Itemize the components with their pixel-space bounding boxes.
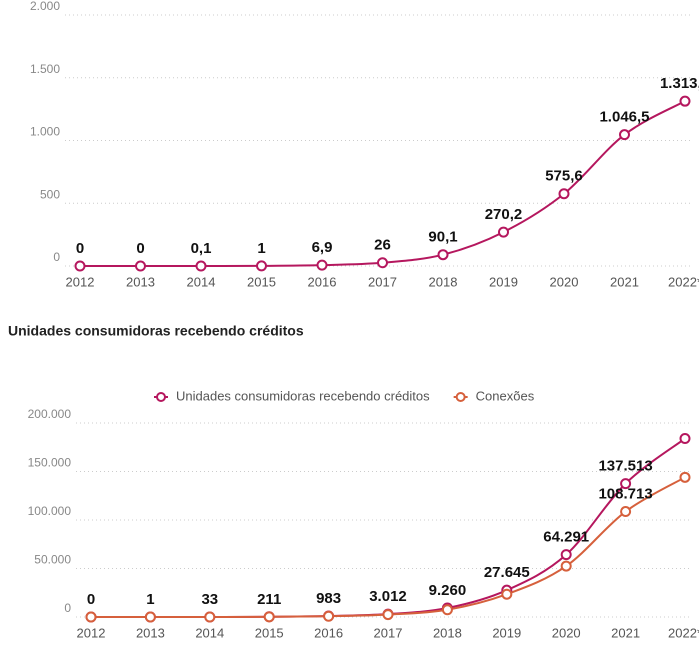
point bbox=[382, 609, 394, 621]
series-line bbox=[90, 476, 686, 619]
x-tick-label: 2018 bbox=[433, 625, 462, 640]
x-tick-label: 2019 bbox=[489, 274, 518, 289]
value-label: 1 bbox=[257, 240, 265, 257]
point bbox=[619, 129, 630, 141]
x-tick-label: 2012 bbox=[66, 274, 95, 289]
y-tick-label: 150.000 bbox=[28, 456, 72, 470]
value-label: 0 bbox=[136, 240, 144, 257]
x-tick-label: 2018 bbox=[429, 274, 458, 289]
x-tick-label: 2013 bbox=[126, 274, 155, 289]
value-label: 0 bbox=[76, 240, 84, 257]
value-label: 6,9 bbox=[312, 239, 333, 256]
point bbox=[316, 259, 328, 271]
x-tick-label: 2012 bbox=[77, 625, 106, 640]
point bbox=[679, 433, 691, 445]
point bbox=[144, 611, 156, 623]
y-tick-label: 200.000 bbox=[28, 407, 72, 421]
value-label: 983 bbox=[316, 590, 341, 607]
value-label: 1.313,3 bbox=[660, 75, 699, 92]
x-tick-label: 2020 bbox=[550, 274, 579, 289]
point bbox=[263, 611, 275, 623]
value-label: 270,2 bbox=[485, 206, 523, 223]
value-label: 137.513 bbox=[598, 458, 652, 475]
value-label: 26 bbox=[374, 237, 391, 254]
legend-label: Unidades consumidoras recebendo créditos bbox=[176, 388, 430, 403]
point bbox=[256, 260, 267, 272]
point bbox=[85, 611, 97, 623]
value-label: 575,6 bbox=[545, 168, 583, 185]
x-tick-label: 2022* bbox=[668, 625, 699, 640]
value-label: 1 bbox=[146, 591, 154, 608]
x-tick-label: 2015 bbox=[247, 274, 276, 289]
x-tick-label: 2021 bbox=[611, 625, 640, 640]
point bbox=[74, 260, 86, 272]
series-line bbox=[79, 100, 686, 268]
point bbox=[135, 260, 146, 272]
point bbox=[560, 560, 572, 572]
point bbox=[679, 471, 691, 483]
point bbox=[498, 226, 509, 238]
point bbox=[323, 610, 335, 622]
x-tick-label: 2014 bbox=[195, 625, 224, 640]
value-label: 211 bbox=[257, 591, 281, 608]
y-tick-label: 1.500 bbox=[30, 62, 60, 76]
value-label: 27.645 bbox=[484, 564, 530, 581]
point bbox=[620, 478, 632, 490]
value-label: 90,1 bbox=[428, 229, 457, 246]
y-tick-label: 0 bbox=[53, 250, 60, 264]
y-tick-label: 0 bbox=[64, 601, 71, 615]
x-tick-label: 2016 bbox=[308, 274, 337, 289]
x-tick-label: 2022* bbox=[668, 274, 699, 289]
point bbox=[501, 588, 513, 600]
x-tick-label: 2019 bbox=[492, 625, 521, 640]
value-label: 0 bbox=[87, 591, 95, 608]
y-tick-label: 500 bbox=[40, 187, 60, 201]
value-label: 1.046,5 bbox=[599, 109, 649, 126]
point bbox=[377, 257, 388, 269]
point bbox=[204, 611, 216, 623]
value-label: 3.012 bbox=[369, 588, 407, 605]
value-label: 64.291 bbox=[543, 529, 589, 546]
x-tick-label: 2014 bbox=[187, 274, 216, 289]
value-label: 33 bbox=[201, 591, 218, 608]
x-tick-label: 2013 bbox=[136, 625, 165, 640]
x-tick-label: 2021 bbox=[610, 274, 639, 289]
y-tick-label: 2.000 bbox=[30, 0, 60, 13]
legend-marker bbox=[156, 392, 166, 402]
chart-title: Unidades consumidoras recebendo créditos bbox=[8, 323, 304, 339]
legend-label: Conexões bbox=[476, 388, 535, 403]
value-label: 9.260 bbox=[429, 582, 467, 599]
point bbox=[558, 188, 570, 200]
x-tick-label: 2017 bbox=[374, 625, 403, 640]
y-tick-label: 50.000 bbox=[34, 553, 71, 567]
y-tick-label: 1.000 bbox=[30, 125, 60, 139]
point bbox=[560, 549, 572, 561]
value-label: 0,1 bbox=[191, 240, 212, 257]
point bbox=[679, 95, 691, 107]
legend-marker bbox=[455, 392, 466, 402]
value-label: 108.713 bbox=[598, 486, 652, 503]
x-tick-label: 2017 bbox=[368, 274, 397, 289]
x-tick-label: 2020 bbox=[552, 625, 581, 640]
point bbox=[620, 506, 632, 518]
point bbox=[195, 260, 207, 272]
x-tick-label: 2016 bbox=[314, 625, 343, 640]
y-tick-label: 100.000 bbox=[28, 504, 72, 518]
x-tick-label: 2015 bbox=[255, 625, 284, 640]
point bbox=[441, 604, 453, 616]
point bbox=[437, 249, 449, 261]
